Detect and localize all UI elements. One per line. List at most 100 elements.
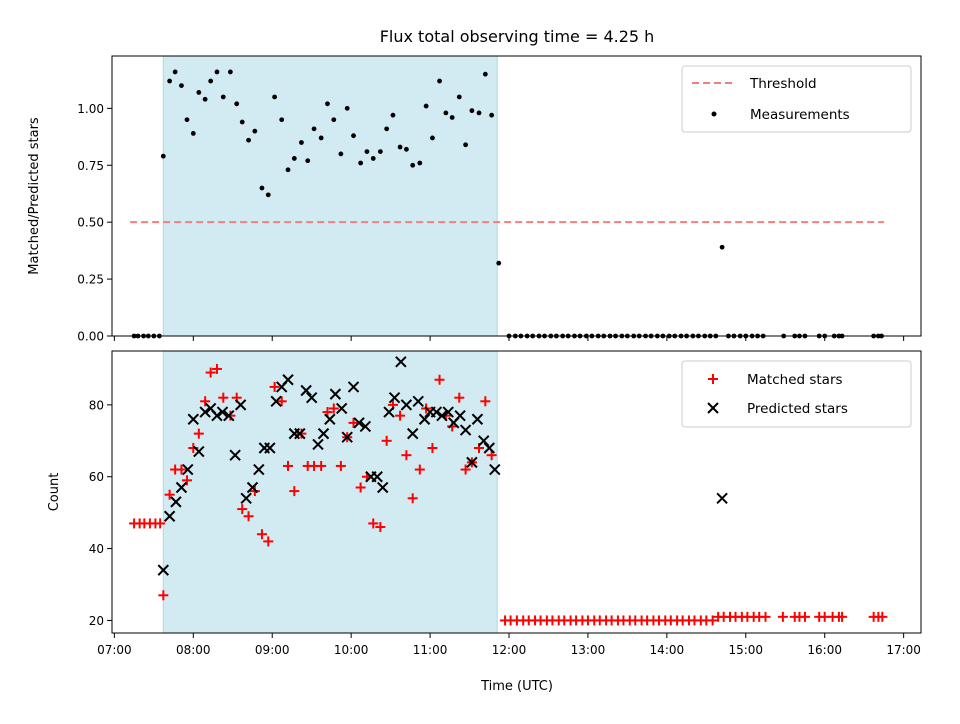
predicted-star-point <box>234 399 247 411</box>
matched-star-point <box>276 396 287 407</box>
legend-matched-marker <box>708 374 718 384</box>
predicted-star-point <box>216 406 229 418</box>
predicted-star-point <box>359 420 372 433</box>
predicted-star-point <box>282 374 294 386</box>
predicted-star-point <box>199 406 211 418</box>
measurement-point <box>456 94 462 100</box>
matched-star-point <box>707 615 718 626</box>
predicted-star-point <box>466 456 478 469</box>
legend-threshold-label: Threshold <box>749 76 817 92</box>
measurement-point <box>384 126 390 132</box>
predicted-star-point <box>294 427 306 440</box>
legend-matched-label: Matched stars <box>747 372 843 388</box>
predicted-star-point <box>353 417 365 429</box>
predicted-star-point <box>305 391 318 404</box>
measurement-point <box>331 117 337 123</box>
measurement-point <box>167 78 173 84</box>
matched-star-point <box>837 611 848 622</box>
predicted-star-point <box>170 496 182 508</box>
predicted-star-point <box>175 481 188 494</box>
top-observing-span <box>162 55 498 337</box>
matched-star-point <box>269 381 280 392</box>
bottom-observing-span <box>162 350 498 634</box>
measurement-point <box>227 69 233 75</box>
matched-star-point <box>158 590 169 601</box>
matched-star-point <box>381 435 392 446</box>
measurement-point <box>358 160 364 166</box>
predicted-star-point <box>483 442 495 454</box>
measurement-point <box>397 144 403 150</box>
matched-star-point <box>164 489 175 500</box>
predicted-star-point <box>478 435 490 447</box>
measurement-point <box>259 185 265 191</box>
matched-star-point <box>335 460 346 471</box>
measurement-point <box>246 137 251 143</box>
predicted-star-point <box>459 424 472 436</box>
x-tick-label: 17:00 <box>886 643 921 657</box>
predicted-star-point <box>436 409 448 422</box>
matched-star-point <box>355 482 366 493</box>
top-y-tick-label: 0.25 <box>77 273 104 287</box>
measurement-point <box>160 153 166 159</box>
measurement-point <box>220 94 226 100</box>
matched-star-point <box>176 464 187 475</box>
measurement-point <box>423 103 429 109</box>
x-tick-label: 13:00 <box>571 643 606 657</box>
top-y-tick-label: 0.00 <box>77 330 104 344</box>
measurement-point <box>214 69 220 75</box>
predicted-star-point <box>407 427 419 440</box>
measurement-point <box>285 167 291 173</box>
measurement-point <box>305 158 311 164</box>
x-tick-label: 12:00 <box>492 643 527 657</box>
bottom-y-tick-label: 60 <box>89 470 104 484</box>
measurement-point <box>190 130 196 136</box>
measurement-point <box>476 110 482 116</box>
matched-star-point <box>401 450 412 461</box>
predicted-star-point <box>211 409 223 422</box>
matched-star-point <box>316 460 327 471</box>
matched-star-point <box>322 407 333 418</box>
matched-star-point <box>480 396 491 407</box>
measurement-point <box>338 151 344 157</box>
top-y-axis-label: Matched/Predicted stars <box>27 117 42 275</box>
predicted-star-point <box>430 406 443 418</box>
x-axis-label: Time (UTC) <box>480 679 553 694</box>
predicted-star-point <box>324 413 336 425</box>
matched-star-point <box>328 403 339 414</box>
predicted-star-point <box>716 492 728 504</box>
predicted-star-point <box>182 463 194 476</box>
matched-star-point <box>289 486 300 497</box>
matched-star-point <box>193 428 204 439</box>
measurement-point <box>208 78 214 84</box>
x-tick-label: 08:00 <box>176 643 211 657</box>
x-tick-label: 14:00 <box>650 643 685 657</box>
measurement-point <box>496 260 502 266</box>
measurement-point <box>489 112 495 118</box>
predicted-star-point <box>253 463 265 476</box>
predicted-star-point <box>412 395 424 408</box>
predicted-star-point <box>163 510 176 522</box>
measurement-point <box>351 133 356 139</box>
bottom-y-tick-label: 20 <box>89 614 104 628</box>
top-y-tick-label: 0.50 <box>77 216 104 230</box>
matched-star-point <box>181 475 192 486</box>
predicted-star-point <box>471 413 484 425</box>
predicted-star-point <box>400 399 413 411</box>
predicted-star-point <box>371 471 383 483</box>
bottom-legend: Matched stars Predicted stars <box>681 360 912 428</box>
measurement-point <box>184 117 190 123</box>
measurement-point <box>463 142 468 148</box>
matched-star-point <box>877 611 888 622</box>
predicted-star-point <box>442 406 454 418</box>
predicted-star-point <box>335 402 348 415</box>
predicted-star-point <box>383 406 395 418</box>
predicted-star-point <box>157 564 170 576</box>
matched-star-point <box>211 363 222 374</box>
matched-star-point <box>395 410 406 421</box>
predicted-star-point <box>317 427 330 440</box>
legend-predicted-label: Predicted stars <box>747 401 848 417</box>
measurement-point <box>417 160 423 166</box>
matched-star-point <box>777 611 788 622</box>
measurement-point <box>172 69 178 75</box>
matched-star-point <box>375 522 386 533</box>
